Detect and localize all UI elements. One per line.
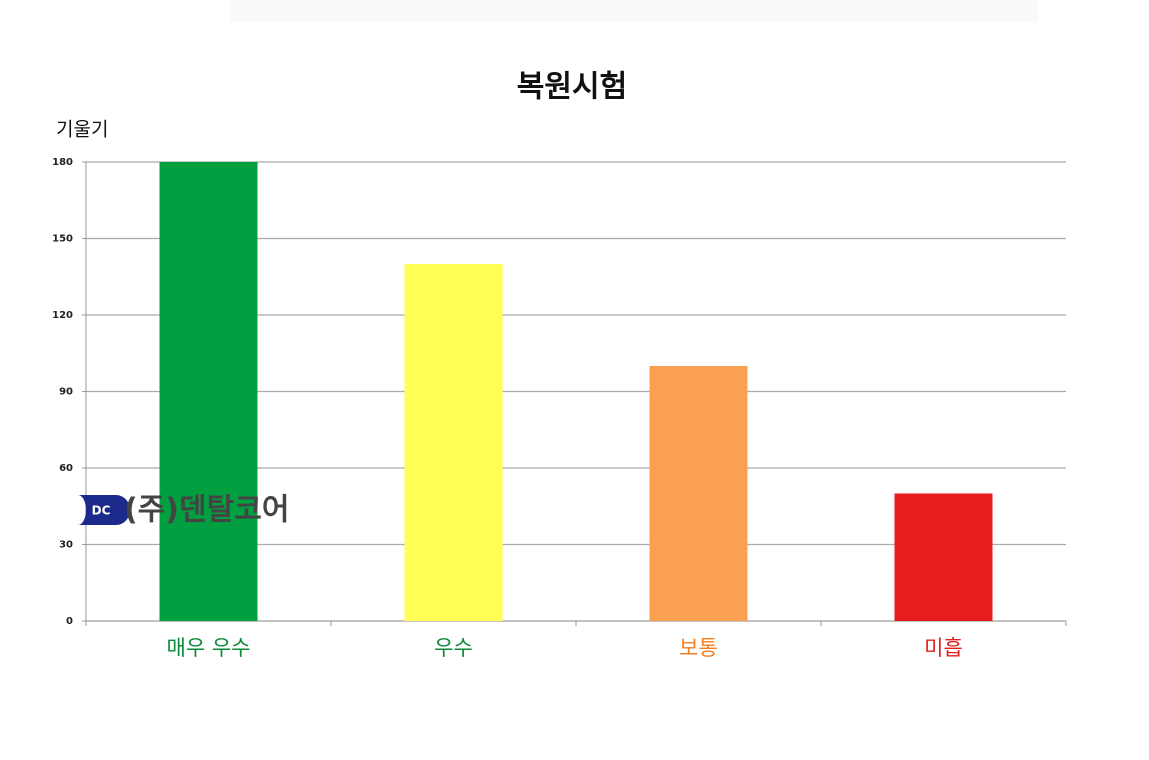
bar	[404, 264, 503, 621]
y-tick-label: 60	[59, 463, 73, 474]
x-tick-label: 매우 우수	[167, 636, 251, 660]
y-tick-label: 180	[52, 157, 73, 168]
x-tick-label: 미흡	[924, 636, 963, 660]
y-tick-label: 120	[52, 310, 73, 321]
watermark: DC (주)덴탈코어	[78, 493, 289, 528]
watermark-text: (주)덴탈코어	[124, 493, 289, 528]
y-axis-label: 기울기	[56, 119, 108, 141]
chart-title: 복원시험	[517, 70, 627, 105]
watermark-logo-shape	[78, 495, 130, 525]
watermark-logo: DC	[92, 504, 111, 518]
y-tick-label: 30	[59, 540, 73, 551]
x-tick-label: 우수	[434, 636, 473, 660]
y-tick-label: 150	[52, 234, 73, 245]
bar	[894, 493, 993, 621]
top-strip	[230, 0, 1038, 22]
y-tick-label: 0	[66, 616, 73, 627]
bar	[649, 366, 748, 621]
bar	[159, 162, 258, 621]
y-tick-label: 90	[59, 387, 73, 398]
x-tick-label: 보통	[679, 636, 718, 660]
